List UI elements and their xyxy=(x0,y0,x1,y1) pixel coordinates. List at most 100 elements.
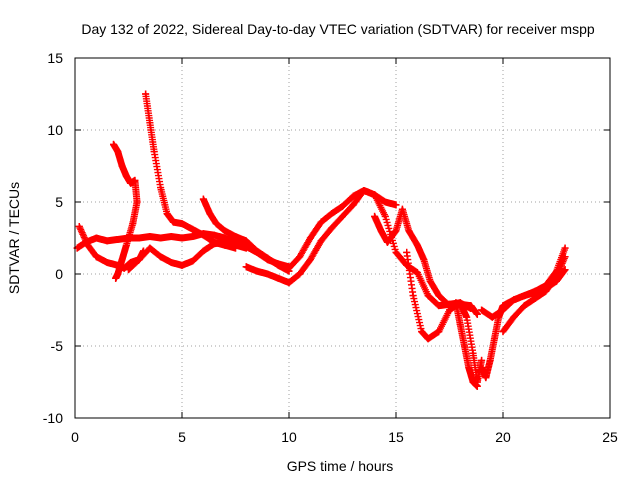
data-point xyxy=(418,328,426,336)
data-point xyxy=(446,306,453,314)
data-point xyxy=(296,253,304,261)
data-point xyxy=(274,274,282,282)
data-point xyxy=(199,231,207,239)
data-point xyxy=(381,198,389,206)
data-point xyxy=(122,172,130,180)
data-point xyxy=(264,270,272,278)
data-point xyxy=(339,212,346,220)
series-track-e xyxy=(125,238,250,274)
data-point xyxy=(178,261,186,269)
data-point xyxy=(478,306,486,314)
y-axis-label: SDTVAR / TECUs xyxy=(6,182,22,294)
data-point xyxy=(360,186,368,194)
data-point xyxy=(467,302,475,310)
data-point xyxy=(306,234,314,242)
x-tick-label: 25 xyxy=(602,429,618,445)
data-point xyxy=(499,328,507,336)
data-point xyxy=(206,210,214,218)
data-point xyxy=(486,356,494,364)
data-point xyxy=(285,264,293,272)
data-point xyxy=(118,256,126,264)
data-point xyxy=(253,247,261,255)
data-point xyxy=(520,302,528,310)
data-point xyxy=(142,90,150,98)
data-point xyxy=(167,233,175,241)
data-point xyxy=(561,244,569,252)
data-point xyxy=(463,313,471,321)
data-point xyxy=(127,179,135,187)
data-point xyxy=(460,342,468,350)
data-point xyxy=(103,258,111,266)
data-point xyxy=(92,234,100,242)
data-point xyxy=(150,148,158,156)
data-point xyxy=(392,248,400,256)
data-point xyxy=(510,313,518,321)
data-point xyxy=(392,227,400,235)
data-point xyxy=(212,220,220,228)
series-track-c xyxy=(110,140,141,282)
data-point xyxy=(420,256,428,264)
data-point xyxy=(103,237,111,245)
chart-title: Day 132 of 2022, Sidereal Day-to-day VTE… xyxy=(81,21,594,37)
data-point xyxy=(426,277,434,285)
data-point xyxy=(112,274,120,282)
data-point xyxy=(242,263,250,271)
data-point xyxy=(328,224,336,232)
x-tick-label: 10 xyxy=(281,429,297,445)
data-point xyxy=(349,201,357,209)
data-point xyxy=(199,247,207,255)
data-point xyxy=(413,241,421,249)
data-point xyxy=(129,220,137,228)
data-point xyxy=(499,306,507,314)
data-point xyxy=(167,258,175,266)
data-point xyxy=(328,210,336,218)
y-tick-label: -10 xyxy=(43,410,63,426)
data-point xyxy=(510,296,518,304)
data-point xyxy=(531,287,539,295)
data-point xyxy=(381,212,389,220)
data-point xyxy=(169,218,177,226)
marker-path xyxy=(285,186,475,313)
data-point xyxy=(371,191,379,199)
data-point xyxy=(424,292,432,300)
x-tick-label: 15 xyxy=(388,429,404,445)
x-tick-label: 20 xyxy=(495,429,511,445)
data-point xyxy=(199,195,207,203)
data-point xyxy=(409,292,417,300)
data-point xyxy=(135,256,143,264)
data-point xyxy=(285,279,293,287)
data-point xyxy=(469,349,477,357)
data-point xyxy=(189,257,197,265)
data-point xyxy=(482,374,490,382)
x-axis-label: GPS time / hours xyxy=(287,458,394,474)
data-point xyxy=(114,235,122,243)
data-point xyxy=(405,227,413,235)
data-point xyxy=(157,184,165,192)
data-point xyxy=(75,222,83,230)
data-point xyxy=(163,210,171,218)
data-point xyxy=(114,148,122,156)
plot-frame xyxy=(74,57,611,419)
data-point xyxy=(221,238,229,246)
data-point xyxy=(520,292,528,300)
series-track-h xyxy=(285,186,475,313)
data-point xyxy=(456,320,464,328)
data-point xyxy=(114,270,122,278)
data-point xyxy=(157,234,165,242)
data-point xyxy=(306,256,314,264)
data-point xyxy=(398,205,406,213)
data-point xyxy=(133,198,141,206)
data-point xyxy=(253,267,261,275)
data-point xyxy=(178,220,186,228)
data-point xyxy=(317,237,325,245)
data-point xyxy=(296,270,304,278)
data-point xyxy=(490,335,498,343)
data-point xyxy=(424,335,432,343)
series-track-n xyxy=(499,253,569,336)
data-point xyxy=(157,253,165,261)
data-point xyxy=(531,294,539,302)
data-point xyxy=(371,212,379,220)
data-point xyxy=(452,299,460,307)
data-point xyxy=(478,356,486,364)
